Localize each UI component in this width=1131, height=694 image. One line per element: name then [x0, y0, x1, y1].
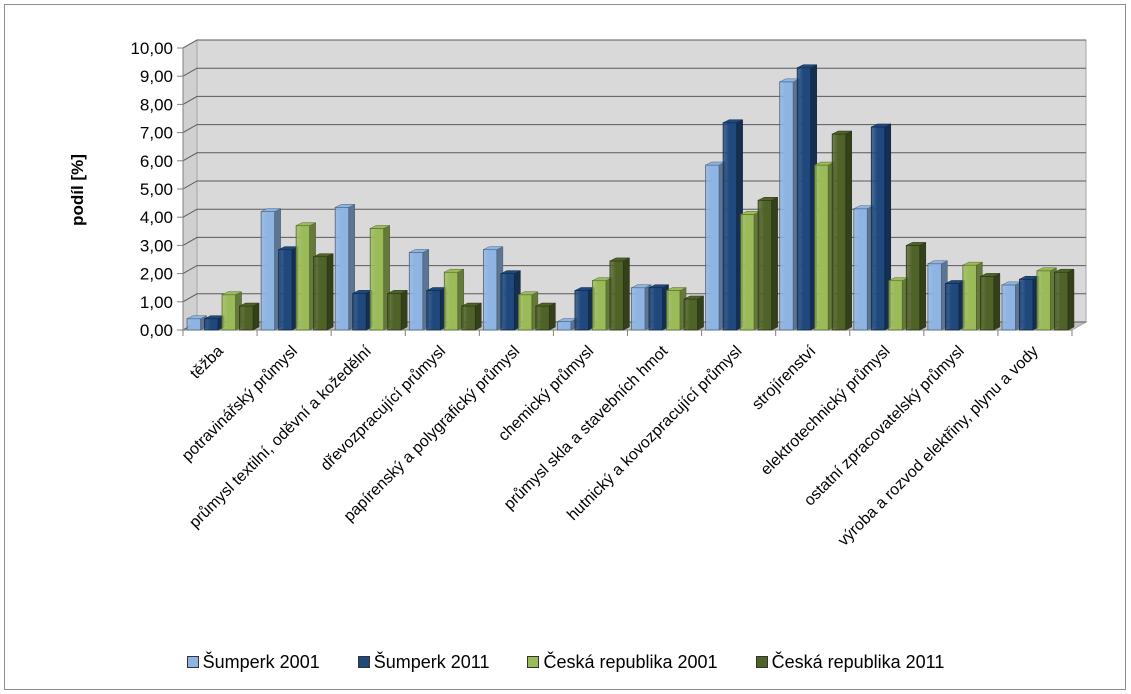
bar	[443, 268, 465, 331]
bar	[979, 273, 1001, 331]
legend-swatch	[186, 656, 199, 668]
bar	[666, 287, 687, 331]
legend-label: Šumperk 2001	[202, 651, 320, 672]
legend-item: Česká republika 2001	[527, 650, 718, 674]
bar	[870, 123, 892, 331]
x-tick-label: dřevozpracující průmysl	[317, 342, 449, 474]
bars	[186, 64, 1075, 331]
x-tick-label: ostatní zpracovatelský průmysl	[800, 342, 967, 509]
legend-swatch	[357, 656, 370, 668]
legend-item: Šumperk 2011	[357, 650, 490, 674]
bar	[740, 210, 761, 331]
bar	[260, 208, 281, 331]
legend-item: Šumperk 2001	[186, 650, 320, 674]
y-tick-label: 8,00	[140, 95, 173, 114]
y-axis-label: podíl [%]	[68, 154, 87, 226]
legend-swatch	[527, 656, 540, 668]
y-tick-label: 2,00	[140, 265, 173, 284]
bar	[352, 289, 373, 331]
y-tick-label: 7,00	[140, 124, 173, 143]
x-tick-label: těžba	[187, 343, 227, 383]
bar	[609, 257, 630, 331]
bar	[631, 284, 652, 331]
y-tick-label: 1,00	[140, 293, 173, 312]
bar	[221, 291, 242, 331]
bar	[722, 119, 743, 331]
bar	[814, 161, 835, 331]
legend-label: Česká republika 2001	[543, 651, 718, 672]
x-tick-label: elektrotechnický průmysl	[757, 342, 894, 479]
bar	[482, 246, 504, 331]
bar	[239, 302, 260, 331]
bar	[574, 287, 595, 331]
bar	[557, 318, 578, 331]
y-tick-label: 10,00	[130, 39, 173, 58]
legend-label: Šumperk 2011	[373, 651, 490, 672]
bar	[683, 295, 704, 331]
bar	[927, 260, 948, 331]
bar	[1019, 275, 1040, 331]
bar	[705, 161, 726, 331]
y-tick-label: 3,00	[140, 236, 173, 255]
bar	[535, 302, 556, 331]
y-tick-label: 0,00	[140, 321, 173, 340]
bar	[387, 289, 408, 331]
bar	[648, 284, 669, 331]
y-tick-label: 6,00	[140, 152, 173, 171]
x-tick-label: strojírenství	[749, 342, 820, 413]
y-tick-label: 5,00	[140, 180, 173, 199]
gridline	[182, 39, 1086, 49]
bar	[313, 253, 334, 331]
bar	[295, 222, 316, 331]
bar	[1054, 268, 1075, 331]
y-tick-label: 4,00	[140, 208, 173, 227]
bar	[853, 205, 874, 331]
legend-label: Česká republika 2011	[771, 651, 945, 672]
bar	[962, 261, 983, 331]
legend: Šumperk 2001 Šumperk 2011 Česká republika …	[0, 650, 1131, 674]
bar	[517, 291, 539, 331]
bar	[500, 270, 521, 331]
bar-chart: 0,00 1,00 2,00 3,00 4,00 5,00 6,00 7,00 8,00 9,00…	[68, 39, 1088, 550]
x-tick-label: průmysl skla a stavebních hmot	[500, 342, 672, 514]
legend-item: Česká republika 2011	[755, 650, 945, 674]
bar	[796, 64, 817, 331]
bar	[369, 225, 390, 331]
bar	[334, 203, 355, 331]
bar	[944, 280, 966, 331]
legend-swatch	[755, 656, 768, 668]
bar	[408, 249, 430, 331]
bar	[1036, 267, 1057, 331]
bar	[888, 277, 909, 331]
bar	[779, 78, 800, 331]
bar	[757, 196, 778, 331]
bar	[204, 315, 225, 331]
bar	[831, 130, 852, 331]
bar	[592, 277, 613, 331]
bar	[905, 241, 927, 331]
bar	[186, 315, 207, 331]
gridline	[182, 67, 1086, 77]
y-tick-label: 9,00	[140, 67, 173, 86]
bar	[278, 246, 299, 331]
bar	[1001, 281, 1022, 331]
bar	[461, 302, 482, 331]
bar	[426, 287, 447, 331]
